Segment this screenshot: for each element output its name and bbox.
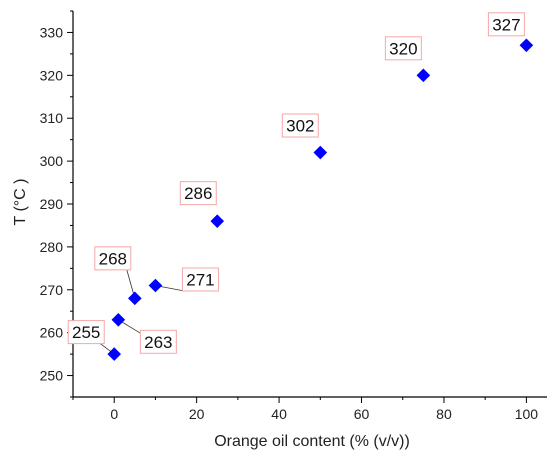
data-label: 268 — [99, 249, 127, 268]
y-tick-label: 280 — [40, 239, 64, 255]
data-label-box — [67, 320, 105, 345]
x-tick-label: 0 — [110, 406, 118, 422]
data-point — [148, 278, 163, 293]
data-point — [519, 38, 534, 53]
y-tick-label: 330 — [40, 24, 64, 40]
data-point — [107, 347, 122, 361]
data-points — [107, 38, 534, 361]
data-point — [210, 214, 225, 228]
data-label: 271 — [186, 270, 214, 289]
data-label: 327 — [492, 15, 520, 34]
data-label-box — [179, 181, 217, 206]
y-tick-label: 270 — [40, 282, 64, 298]
ticks: 0 20 40 60 80 100 250 260 270 280 290 300 310 320 330 — [40, 10, 539, 422]
data-point — [128, 291, 142, 306]
y-axis-title: T (°C ) — [12, 179, 29, 226]
x-tick-label: 100 — [515, 406, 539, 422]
data-label: 302 — [286, 117, 314, 136]
y-tick-label: 320 — [40, 67, 64, 83]
data-label-box — [281, 113, 319, 138]
x-tick-label: 80 — [436, 406, 452, 422]
data-label-box — [139, 329, 177, 354]
data-label: 320 — [389, 39, 417, 58]
data-point — [313, 145, 328, 160]
y-tick-label: 300 — [40, 153, 64, 169]
data-label-box — [487, 12, 525, 37]
y-tick-label: 250 — [40, 368, 64, 384]
y-tick-label: 260 — [40, 325, 64, 341]
y-tick-label: 290 — [40, 196, 64, 212]
data-label: 263 — [144, 333, 172, 352]
x-tick-label: 20 — [189, 406, 205, 422]
x-axis-title: Orange oil content (% (v/v)) — [214, 433, 410, 450]
data-label-box — [384, 36, 422, 61]
y-tick-label: 310 — [40, 110, 64, 126]
data-labels: 255 263 268 271 286 302 320 327 — [67, 12, 525, 354]
data-label: 255 — [72, 323, 100, 342]
x-tick-label: 40 — [271, 406, 287, 422]
data-label-box — [94, 246, 132, 271]
data-point — [111, 313, 126, 327]
x-tick-label: 60 — [354, 406, 370, 422]
data-label-box — [181, 267, 219, 292]
data-label: 286 — [184, 184, 212, 203]
data-point — [416, 68, 431, 83]
